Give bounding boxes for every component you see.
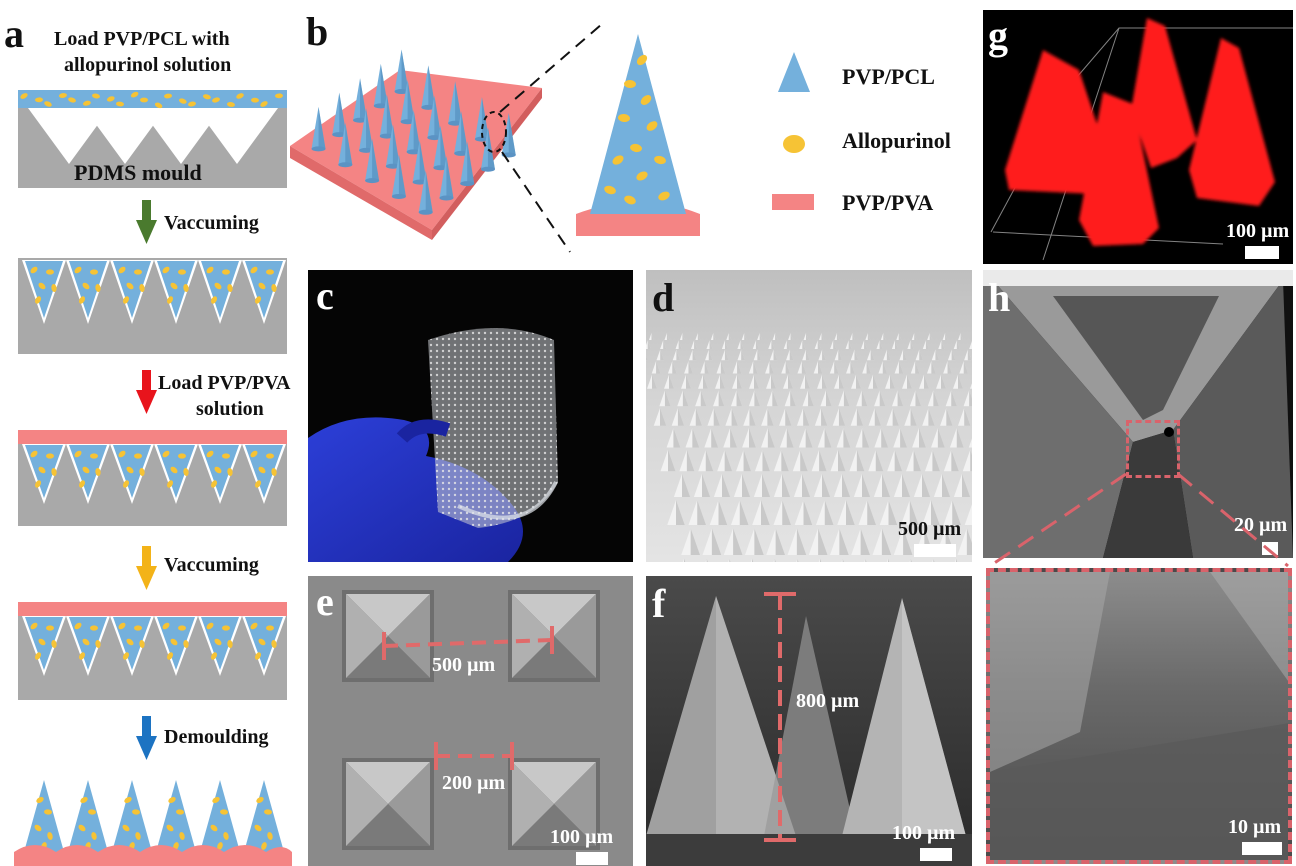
panel-g-scale-label: 100 µm — [1226, 220, 1290, 242]
arrow-demoulding — [136, 716, 157, 760]
arrow-vaccuming-2 — [136, 546, 157, 590]
panel-e-scale-bar — [576, 852, 608, 865]
step-vaccuming-1: Vaccuming — [164, 212, 259, 234]
stage4-mould — [18, 602, 287, 700]
arrow-vaccuming-1 — [136, 200, 157, 244]
panel-h-scale-bar — [1262, 542, 1278, 555]
stage3-mould — [18, 430, 287, 526]
stage5-array — [14, 780, 292, 866]
panel-g-scale-bar — [1245, 246, 1279, 259]
panel-a-diagram — [14, 90, 292, 866]
legend-pvp-pcl-label: PVP/PCL — [842, 64, 935, 89]
panel-f-scale-label: 100 µm — [892, 822, 956, 844]
arrow-load-pva — [136, 370, 157, 414]
panel-b-patch-illustration — [290, 23, 700, 253]
panel-h-zoom-lines — [989, 472, 1289, 568]
panel-e-spacing-center-label: 500 µm — [432, 654, 496, 676]
stage2-mould — [18, 258, 287, 354]
panel-h-zoom-box — [1126, 420, 1180, 478]
panel-c-label: c — [316, 273, 334, 318]
panel-g-label: g — [988, 13, 1008, 58]
panel-e-scale-label: 100 µm — [550, 826, 614, 848]
panel-a-step0-line2: allopurinol solution — [64, 54, 232, 76]
panel-e-sem-image — [308, 576, 633, 866]
step-vaccuming-2: Vaccuming — [164, 554, 259, 576]
panel-b-label: b — [306, 9, 329, 54]
panel-f-sem-image — [646, 576, 972, 866]
panel-h-inset-image — [986, 568, 1292, 864]
step-load-pva-line2: solution — [196, 398, 264, 420]
panel-f-height-line — [764, 592, 796, 842]
legend-pvp-pva-label: PVP/PVA — [842, 190, 934, 215]
panel-a-label: a — [4, 11, 24, 56]
panel-c-photo — [308, 270, 633, 562]
panel-d-scale-bar — [914, 544, 956, 557]
panel-f-label: f — [652, 581, 666, 626]
panel-d-label: d — [652, 275, 675, 320]
legend-allopurinol-label: Allopurinol — [842, 128, 951, 153]
mould-label: PDMS mould — [74, 160, 202, 185]
panel-h-inset-scale-bar — [1242, 842, 1282, 855]
panel-d-photo — [646, 270, 972, 562]
step-load-pva-line1: Load PVP/PVA — [158, 372, 291, 394]
panel-g-confocal-image — [983, 10, 1293, 264]
step-demoulding: Demoulding — [164, 726, 269, 748]
panel-e-measure-lines — [382, 626, 554, 770]
panel-h-label: h — [988, 275, 1011, 320]
panel-h-inset-scale-label: 10 µm — [1228, 816, 1282, 838]
panel-a-step0-line1: Load PVP/PCL with — [54, 28, 230, 50]
legend-pvp-pcl-swatch — [778, 52, 810, 92]
stage1-mould — [18, 90, 287, 188]
panel-f-height-label: 800 µm — [796, 690, 860, 712]
legend-pvp-pva-swatch — [772, 194, 814, 210]
panel-e-spacing-gap-label: 200 µm — [442, 772, 506, 794]
panel-d-scale-label: 500 µm — [898, 518, 962, 540]
legend-allopurinol-swatch — [783, 135, 805, 153]
panel-h-sem-image — [983, 270, 1293, 558]
panel-f-scale-bar — [920, 848, 952, 861]
panel-e-label: e — [316, 579, 334, 624]
